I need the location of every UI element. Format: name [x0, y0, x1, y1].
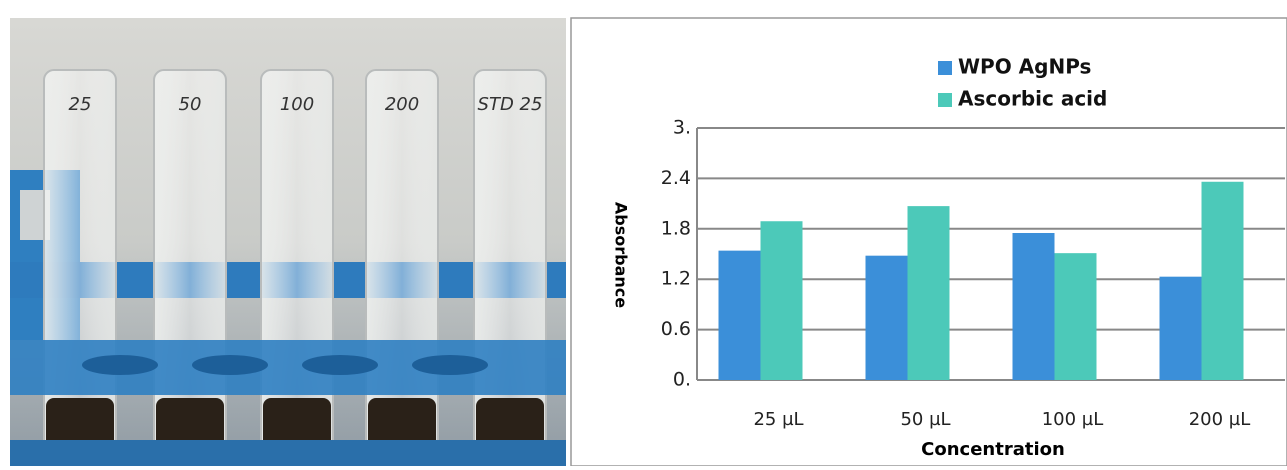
y-tick-label: 1.8 [661, 217, 691, 239]
bar [1013, 233, 1055, 380]
y-tick-label: 0. [673, 369, 691, 391]
tube-label: 25 [69, 94, 92, 115]
legend-swatch [938, 93, 952, 107]
x-tick-label: 100 µL [1042, 409, 1104, 430]
bar [761, 221, 803, 380]
photo: 25 50 100 200 STD 25 [10, 18, 566, 466]
bar [908, 206, 950, 380]
tube-label: 100 [280, 94, 314, 115]
bar [1202, 182, 1244, 380]
y-tick-label: 1.2 [661, 268, 691, 290]
x-axis-title: Concentration [921, 439, 1065, 460]
legend-swatch [938, 61, 952, 75]
tube-label: 200 [385, 94, 419, 115]
legend-label: Ascorbic acid [958, 87, 1107, 111]
x-tick-label: 25 µL [753, 409, 803, 430]
bar [1055, 253, 1097, 380]
x-tick-label: 200 µL [1189, 409, 1251, 430]
rack-hole [302, 355, 378, 375]
figure: 25 50 100 200 STD 25 0. 0.6 1.2 1.8 2.4 3. 25 µL 50… [0, 0, 1287, 466]
rack-bottom [10, 440, 566, 466]
x-tick-label: 50 µL [900, 409, 950, 430]
rack-hole [82, 355, 158, 375]
y-tick-label: 0.6 [661, 318, 691, 340]
legend-label: WPO AgNPs [958, 55, 1091, 79]
y-axis-title: Absorbance [612, 202, 631, 308]
rack-hole [192, 355, 268, 375]
bar [719, 251, 761, 380]
bar [866, 256, 908, 380]
tube-label: STD 25 [478, 94, 543, 115]
y-tick-label: 3. [673, 117, 691, 139]
bar [1160, 277, 1202, 380]
rack-hole [412, 355, 488, 375]
y-tick-label: 2.4 [661, 167, 691, 189]
tube-label: 50 [179, 94, 202, 115]
